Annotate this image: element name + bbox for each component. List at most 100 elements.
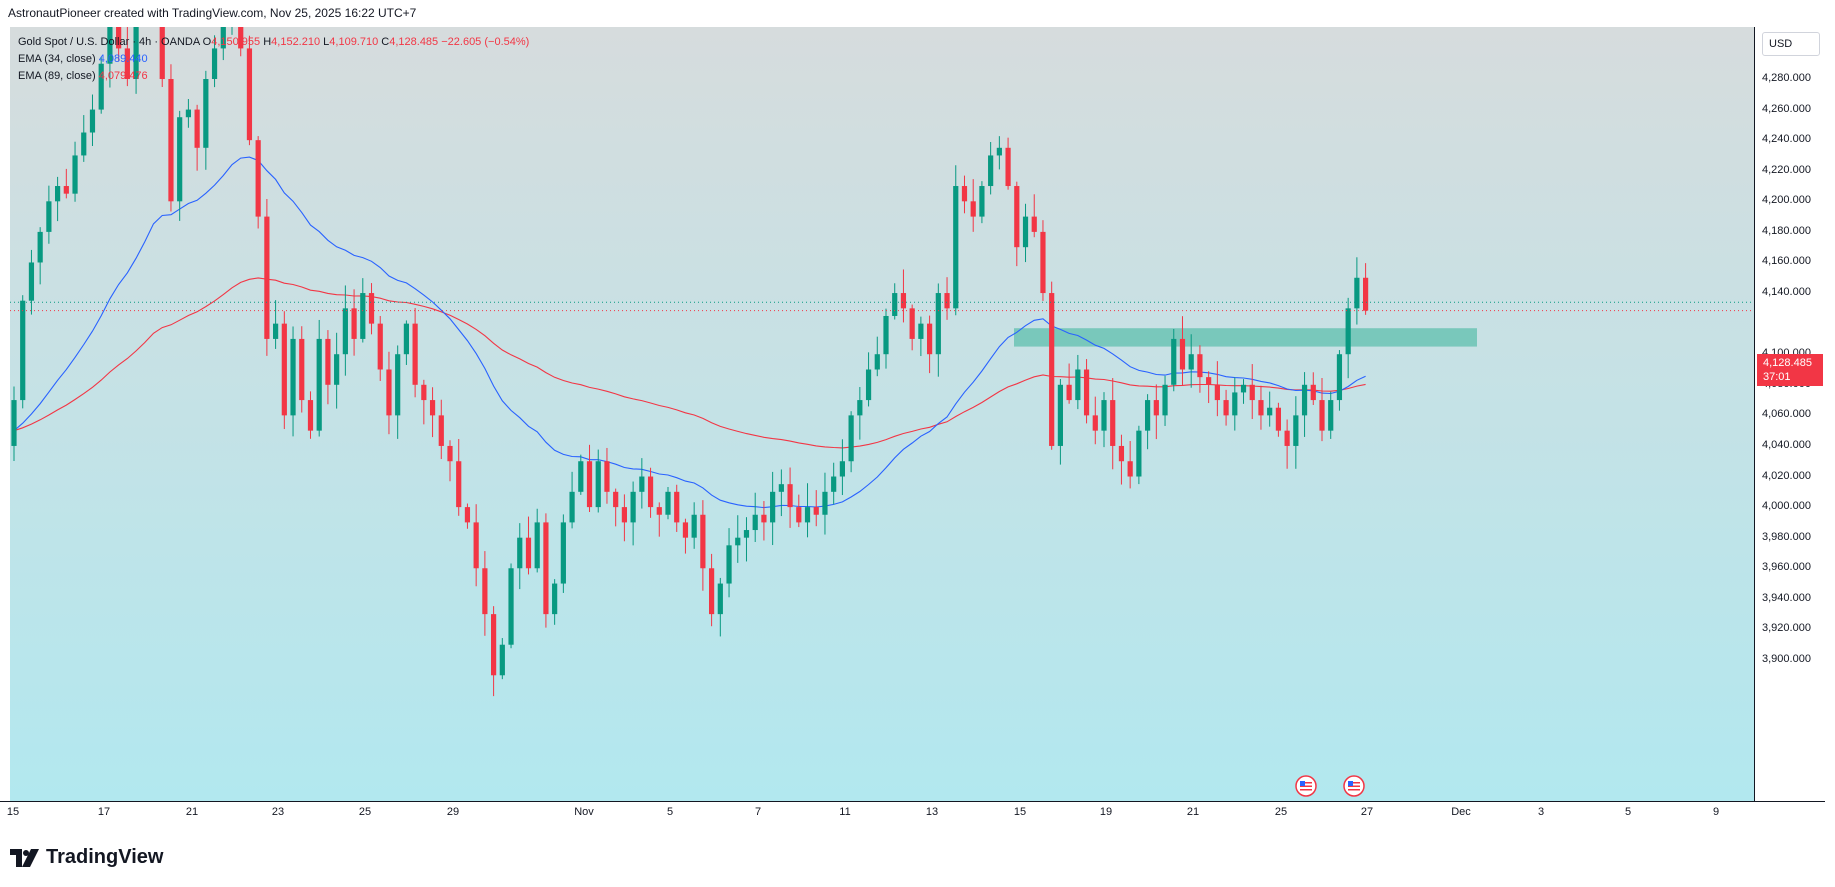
candle[interactable] [238,27,244,57]
candle[interactable] [281,311,287,430]
candle[interactable] [1153,384,1159,440]
candle[interactable] [124,27,130,87]
candle[interactable] [621,494,627,542]
candle[interactable] [464,503,471,529]
candle[interactable] [804,483,811,538]
candle[interactable] [264,198,270,356]
candle[interactable] [438,399,444,460]
candle[interactable] [1345,297,1351,379]
candle[interactable] [1206,371,1212,404]
candle[interactable] [177,110,183,221]
ema34-line[interactable] [13,156,1366,509]
candle[interactable] [900,269,907,323]
candle[interactable] [1075,354,1081,410]
candle[interactable] [72,141,78,202]
candle[interactable] [953,165,959,316]
candle[interactable] [909,304,915,351]
candle[interactable] [578,454,584,495]
candle[interactable] [1354,257,1360,325]
candle[interactable] [709,553,715,627]
candle[interactable] [979,181,985,224]
candle[interactable] [691,502,697,549]
candle[interactable] [377,315,383,381]
candle[interactable] [159,27,165,88]
candle[interactable] [11,386,17,462]
candle[interactable] [726,528,732,598]
candle[interactable] [1301,372,1308,437]
candle[interactable] [796,494,802,528]
us-event-marker-icon[interactable] [1295,775,1317,797]
candle[interactable] [334,332,340,409]
candle[interactable] [1066,363,1072,404]
price-axis[interactable] [1754,27,1825,801]
candle[interactable] [307,391,314,439]
candle[interactable] [1336,350,1343,411]
candle[interactable] [700,500,706,591]
candle[interactable] [1145,394,1151,450]
candle[interactable] [822,472,828,535]
us-event-marker-icon[interactable] [1343,775,1365,797]
candle[interactable] [831,462,837,505]
candle[interactable] [839,439,845,496]
candle[interactable] [1214,361,1220,417]
candle[interactable] [46,185,52,244]
candle[interactable] [194,104,200,171]
candle[interactable] [37,227,43,285]
candle[interactable] [1092,396,1098,445]
candle[interactable] [185,98,191,128]
candle[interactable] [1040,220,1046,301]
candle[interactable] [1118,434,1125,485]
candle[interactable] [761,501,767,541]
candle[interactable] [778,469,784,517]
candle[interactable] [1319,378,1325,442]
candle[interactable] [273,300,279,349]
candle[interactable] [1293,396,1299,469]
candle[interactable] [961,175,968,214]
candle[interactable] [499,638,505,680]
candle[interactable] [403,320,409,365]
candle[interactable] [517,523,523,590]
candle[interactable] [211,35,218,88]
candle[interactable] [848,411,854,473]
supply-zone[interactable] [1014,328,1477,347]
candle[interactable] [647,467,654,518]
candle[interactable] [351,289,357,356]
candle[interactable] [944,277,950,320]
candle[interactable] [491,606,497,697]
candle[interactable] [1328,391,1334,439]
candle[interactable] [299,326,305,413]
candle[interactable] [927,315,933,374]
candle[interactable] [447,440,453,482]
candle[interactable] [883,308,889,369]
candle[interactable] [55,176,61,222]
legend-ema34-row[interactable]: EMA (34, close) 4,089.440 [18,51,529,68]
candle[interactable] [482,551,488,636]
candle[interactable] [752,492,758,542]
time-axis[interactable] [0,801,1825,828]
candle[interactable] [865,352,872,407]
candle[interactable] [743,517,750,562]
candle[interactable] [1101,392,1107,448]
candle[interactable] [98,56,104,114]
candle[interactable] [682,518,689,554]
candle[interactable] [735,515,741,563]
candle[interactable] [534,508,540,573]
candle[interactable] [586,444,593,513]
candle[interactable] [89,94,96,147]
candle[interactable] [473,504,479,587]
candle[interactable] [508,563,514,649]
candle[interactable] [770,471,776,546]
candle[interactable] [552,579,558,625]
candle[interactable] [560,514,566,593]
candle[interactable] [116,27,122,61]
candle[interactable] [421,379,427,425]
candle[interactable] [1179,316,1186,386]
candle[interactable] [456,438,462,516]
candle[interactable] [604,447,610,504]
candle[interactable] [1014,181,1020,267]
candle[interactable] [316,319,322,437]
candle[interactable] [342,285,348,376]
candle[interactable] [970,179,976,232]
candle[interactable] [665,486,671,520]
candle[interactable] [1005,137,1011,190]
